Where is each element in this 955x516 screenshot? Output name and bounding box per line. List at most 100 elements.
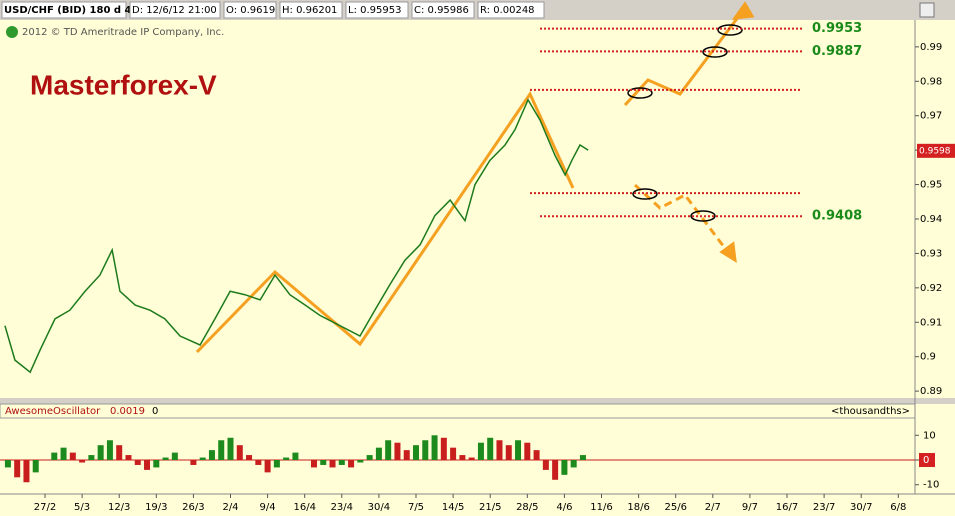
osc-bar [459, 455, 466, 461]
y-tick-label: 0.91 [920, 317, 942, 328]
x-tick-label: 16/7 [776, 502, 798, 513]
x-tick-label: 16/4 [293, 502, 315, 513]
x-tick-label: 21/5 [479, 502, 501, 513]
header-field [411, 1, 475, 19]
y-tick-label: 0.9 [920, 352, 936, 363]
osc-bar [218, 440, 225, 461]
osc-bar [116, 445, 123, 461]
osc-name: AwesomeOscillator [5, 406, 101, 417]
osc-bar [552, 460, 559, 480]
x-tick-label: 25/6 [664, 502, 686, 513]
osc-bar [125, 455, 132, 461]
osc-bar [570, 460, 577, 468]
level-label: 0.9408 [812, 209, 862, 224]
osc-marker: 0 [923, 455, 929, 466]
header-field [345, 1, 409, 19]
osc-bar [14, 460, 21, 478]
osc-bar [310, 460, 317, 468]
x-tick-label: 9/7 [742, 502, 758, 513]
osc-bar [477, 442, 484, 461]
y-tick-label: 0.92 [920, 283, 942, 294]
x-tick-label: 2/4 [222, 502, 238, 513]
osc-bar [97, 445, 104, 461]
header-text: H: 0.96201 [282, 5, 337, 16]
osc-bar [264, 460, 271, 473]
osc-bar [4, 460, 11, 468]
osc-bar [579, 455, 586, 461]
info-icon [6, 26, 18, 38]
x-tick-label: 19/3 [145, 502, 167, 513]
header-text: O: 0.9619 [226, 5, 275, 16]
osc-bar [69, 452, 76, 461]
window-button[interactable] [919, 2, 935, 18]
x-tick-label: 23/7 [813, 502, 835, 513]
osc-bar [338, 460, 345, 465]
osc-bar [375, 447, 382, 461]
level-label: 0.9953 [812, 21, 862, 36]
osc-bar [283, 457, 290, 461]
osc-bar [190, 460, 197, 465]
osc-bar [515, 440, 522, 461]
osc-bar [440, 437, 447, 461]
osc-bar [106, 440, 113, 461]
price-line [4, 98, 589, 374]
osc-bar [413, 445, 420, 461]
osc-bar [134, 460, 141, 465]
header-field [477, 1, 545, 19]
osc-bar [524, 442, 531, 461]
osc-bar [32, 460, 39, 473]
header-field [279, 1, 343, 19]
brand: Masterforex-V [30, 69, 217, 100]
y-tick-label: 0.89 [920, 386, 942, 397]
osc-bar [468, 457, 475, 461]
osc-bar [496, 440, 503, 461]
osc-bar [79, 460, 86, 463]
header-field [129, 1, 221, 19]
osc-bar [273, 460, 280, 468]
osc-reading: 0.0019 [110, 406, 145, 417]
osc-bar [533, 450, 540, 461]
x-tick-label: 14/5 [442, 502, 464, 513]
x-tick-label: 5/3 [74, 502, 90, 513]
osc-bar [366, 455, 373, 461]
osc-bar [422, 440, 429, 461]
osc-bar [385, 440, 392, 461]
osc-bar [329, 460, 336, 468]
osc-bar [487, 437, 494, 461]
header-text: C: 0.95986 [414, 5, 469, 16]
x-tick-label: 11/6 [590, 502, 612, 513]
x-tick-label: 26/3 [182, 502, 204, 513]
osc-bar [255, 460, 262, 465]
x-tick-label: 7/5 [408, 502, 424, 513]
osc-bar [505, 445, 512, 461]
x-tick-label: 6/8 [890, 502, 906, 513]
x-tick-label: 27/2 [34, 502, 56, 513]
osc-bar [162, 457, 169, 461]
osc-bar [394, 442, 401, 461]
osc-marker-box [919, 453, 935, 468]
osc-y-tick-label: 10 [923, 430, 936, 441]
osc-bar [23, 460, 30, 483]
wave-annotation [195, 1, 755, 354]
y-tick-label: 0.97 [920, 111, 942, 122]
x-tick-label: 12/3 [108, 502, 130, 513]
x-tick-label: 18/6 [627, 502, 649, 513]
osc-setting: 0 [152, 406, 158, 417]
y-tick-label: 0.98 [920, 76, 942, 87]
osc-bar [348, 460, 355, 468]
header-field [223, 1, 277, 19]
x-tick-label: 30/4 [368, 502, 390, 513]
osc-bar [171, 452, 178, 461]
header-text: R: 0.00248 [480, 5, 535, 16]
osc-bar [144, 460, 151, 470]
highlight-ellipse [627, 24, 743, 222]
osc-bar [153, 460, 160, 468]
osc-bar [246, 455, 253, 461]
level-label: 0.9887 [812, 44, 862, 59]
y-tick-label: 0.94 [920, 214, 942, 225]
osc-bar [357, 460, 364, 463]
y-tick-label: 0.99 [920, 42, 942, 53]
x-tick-label: 23/4 [331, 502, 353, 513]
osc-y-tick-label: -10 [923, 480, 939, 491]
header-field [1, 1, 127, 19]
